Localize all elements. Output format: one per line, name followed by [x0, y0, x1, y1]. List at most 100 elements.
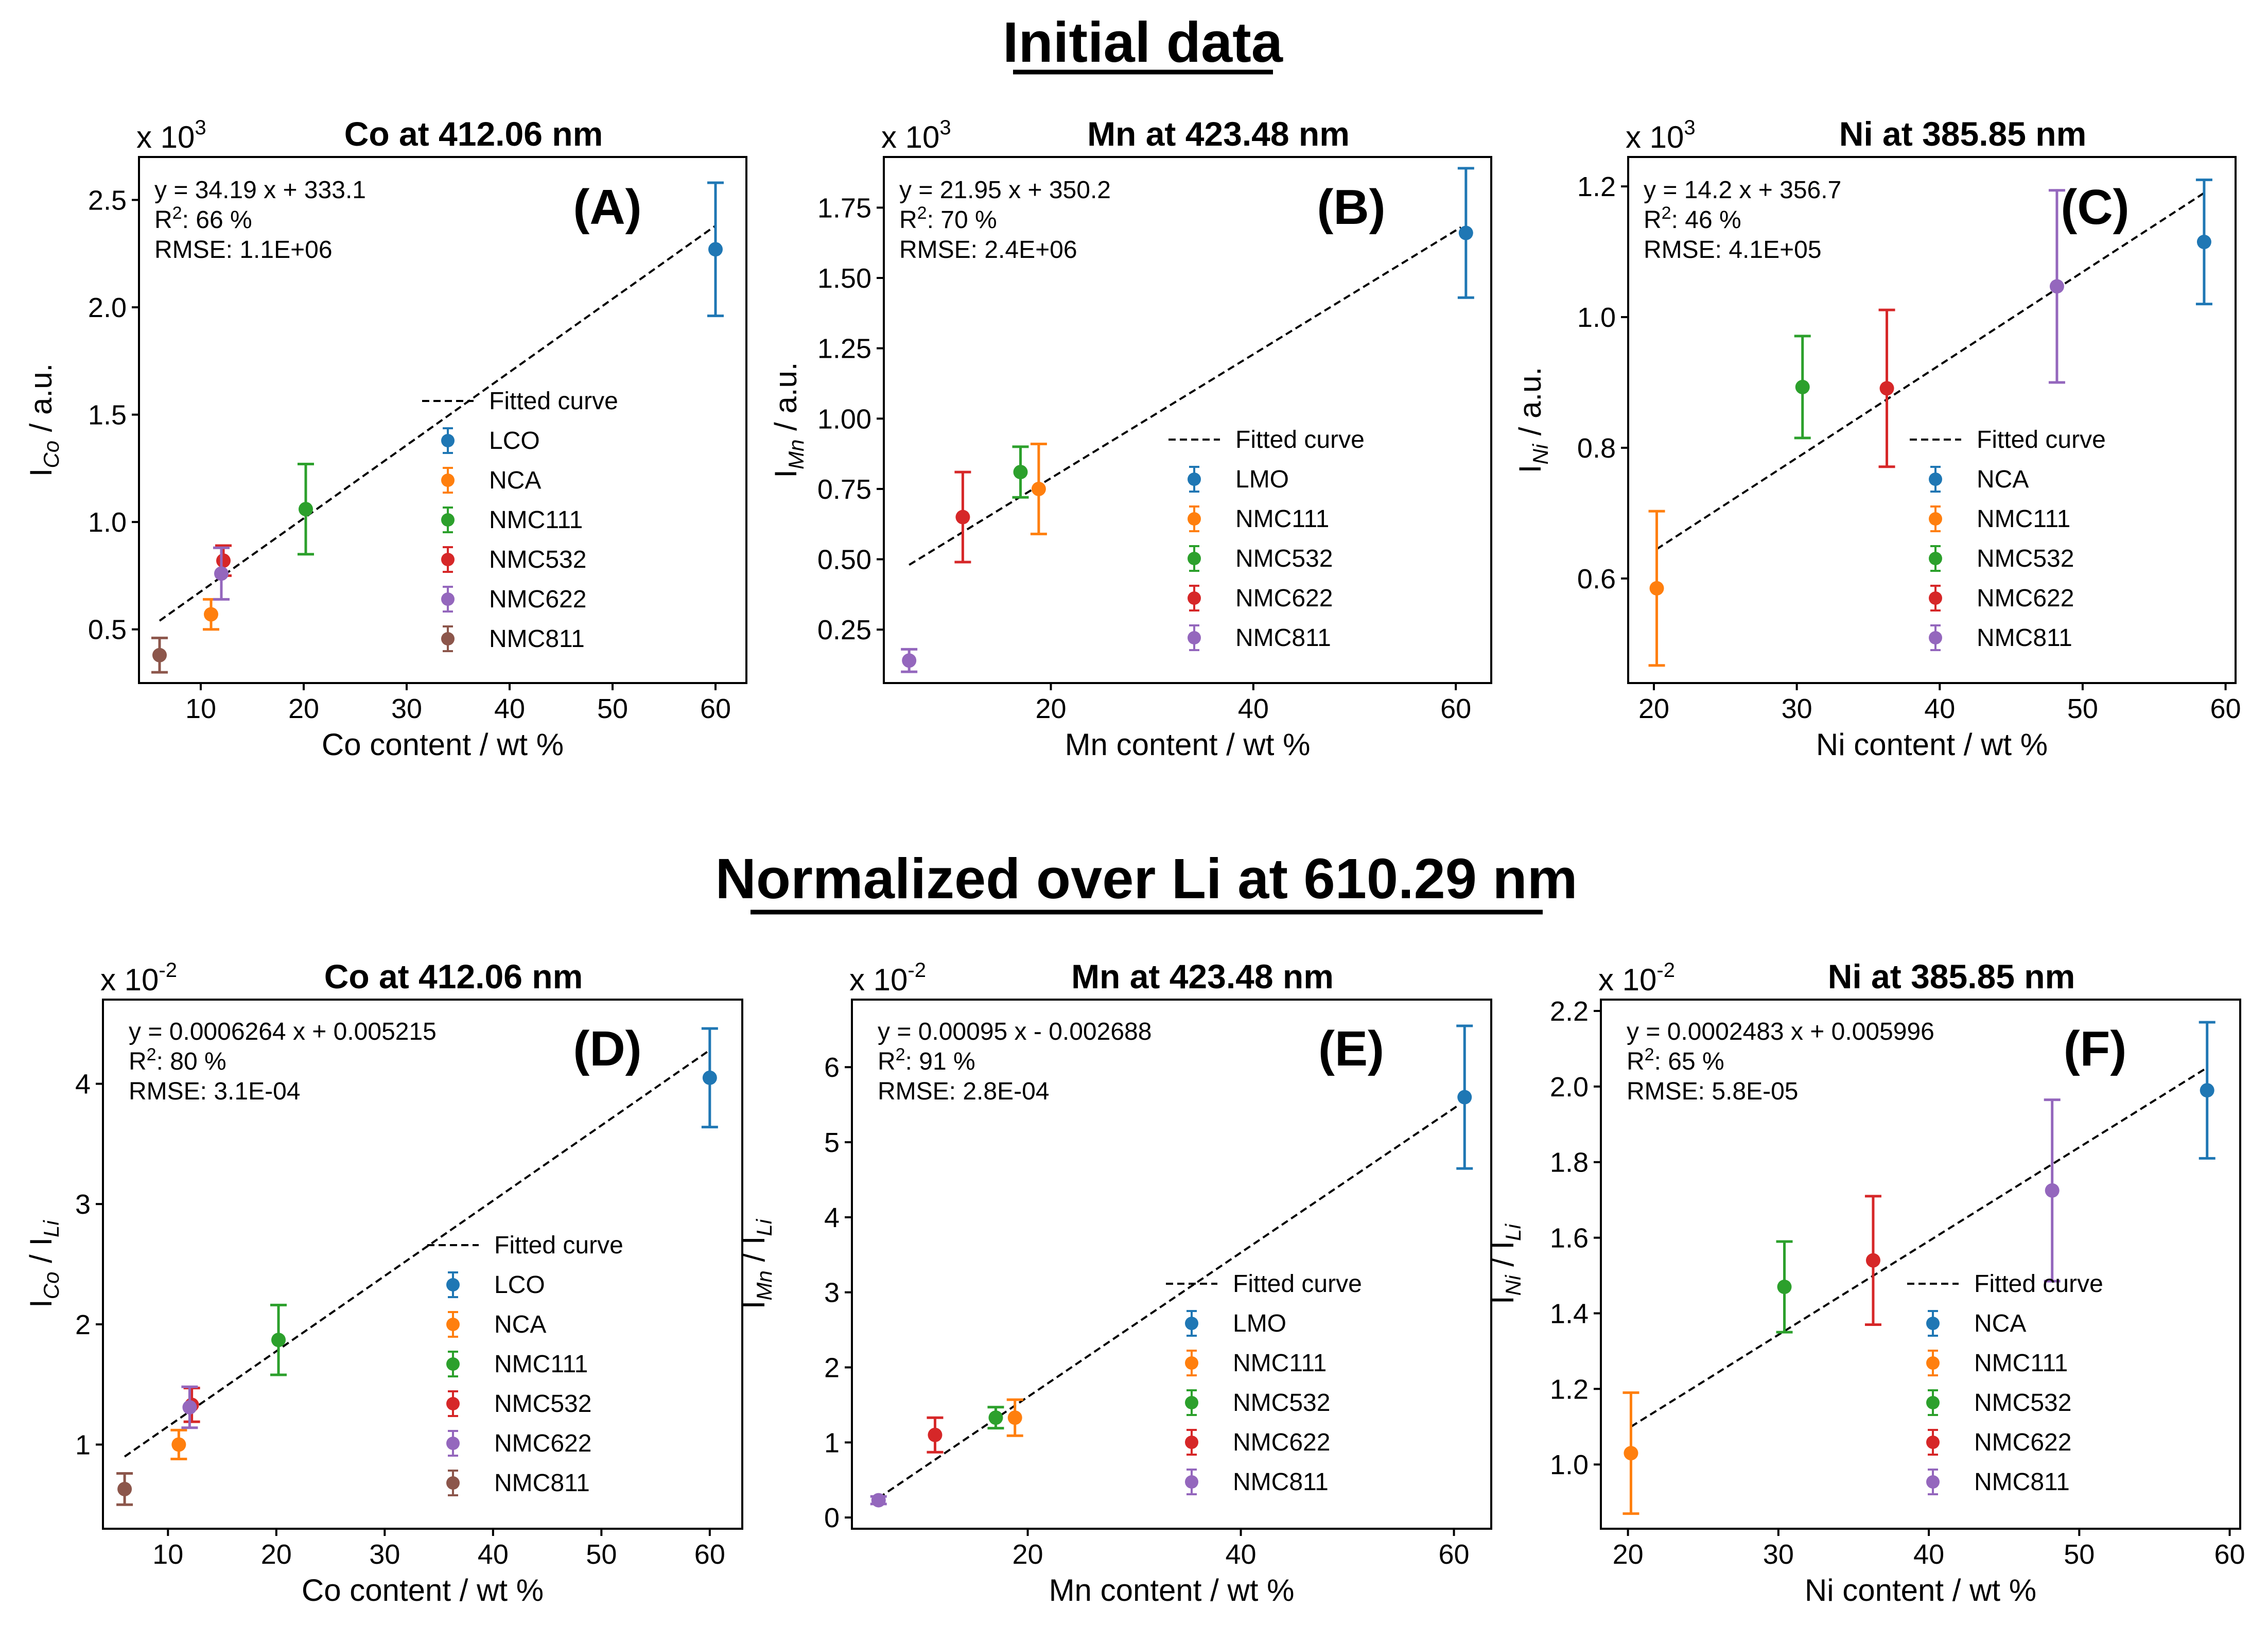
y-axis-label-subscript: Li — [39, 1219, 63, 1237]
fitted-curve-line — [878, 1104, 1460, 1499]
legend-label-lmo: LMO — [1233, 1310, 1286, 1337]
legend-fit-label: Fitted curve — [489, 388, 618, 415]
legend-swatch-marker — [446, 1318, 460, 1331]
plot-frame — [1627, 156, 2237, 684]
axis-multiplier: x 103 — [881, 116, 951, 154]
legend-swatch-marker — [1185, 1436, 1198, 1449]
x-axis-label: Mn content / wt % — [1065, 727, 1311, 762]
r-squared-label: R — [1644, 206, 1662, 234]
legend-swatch-marker — [446, 1357, 460, 1371]
legend-swatch-marker — [1929, 473, 1942, 486]
axis-multiplier-base: x 10 — [1626, 120, 1684, 154]
legend-swatch-marker — [1926, 1356, 1940, 1370]
data-point-nmc811 — [2045, 1183, 2060, 1198]
legend-fit-label: Fitted curve — [1974, 1270, 2103, 1298]
legend-swatch-marker — [1929, 552, 1942, 565]
data-point-nmc111 — [271, 1333, 286, 1348]
x-tick-label: 30 — [391, 693, 422, 724]
x-tick-label: 60 — [2210, 693, 2241, 724]
y-axis-label-tail: / I — [24, 1237, 58, 1272]
plot-frame — [102, 999, 743, 1530]
legend-fit-label: Fitted curve — [1977, 426, 2106, 453]
x-axis-label: Mn content / wt % — [1049, 1573, 1295, 1607]
axis-multiplier: x 103 — [136, 116, 206, 154]
axis-multiplier: x 10-2 — [1598, 959, 1675, 997]
legend-swatch-marker — [1188, 512, 1201, 526]
legend-swatch-marker — [446, 1278, 460, 1291]
y-axis-label-subscript: Co — [39, 1272, 63, 1300]
y-axis-label-main: I — [1513, 465, 1547, 474]
r-squared-value: : 70 % — [927, 206, 997, 234]
data-point-nmc622 — [928, 1427, 943, 1442]
y-tick-label: 0 — [824, 1502, 840, 1533]
y-axis-label-main: I — [737, 1301, 771, 1309]
x-tick-label: 60 — [1439, 1539, 1470, 1570]
r-squared-label: R — [1627, 1048, 1645, 1075]
axis-multiplier-base: x 10 — [100, 963, 159, 997]
legend-label-nmc622: NMC622 — [489, 586, 586, 613]
plot-frame — [1600, 999, 2241, 1530]
legend-swatch-marker — [1926, 1317, 1940, 1330]
legend-label-nmc111: NMC111 — [1974, 1350, 2068, 1377]
axis-multiplier-exponent: 3 — [939, 116, 951, 139]
axis-multiplier-base: x 10 — [881, 120, 939, 154]
data-point-nmc532 — [1795, 379, 1810, 394]
legend-swatch-marker — [1926, 1396, 1940, 1409]
fit-rmse: RMSE: 3.1E-04 — [129, 1078, 300, 1105]
panel-title: Ni at 385.85 nm — [1828, 957, 2075, 995]
x-tick-label: 20 — [1035, 693, 1066, 724]
legend-label-nmc111: NMC111 — [1235, 505, 1329, 533]
y-tick-label: 0.25 — [817, 615, 871, 645]
data-point-nmc622 — [182, 1400, 197, 1415]
x-tick-label: 20 — [1013, 1539, 1043, 1570]
r-squared-exponent: 2 — [147, 1045, 156, 1064]
panel-letter: (A) — [573, 180, 641, 235]
x-tick-label: 60 — [694, 1539, 725, 1570]
r-squared-label: R — [899, 206, 917, 234]
legend-fit-label: Fitted curve — [1233, 1270, 1362, 1298]
y-axis-label-subscript: Mn — [784, 440, 808, 469]
y-tick-label: 2 — [75, 1309, 91, 1340]
panel-title: Co at 412.06 nm — [324, 957, 583, 995]
y-axis-label: IMn / a.u. — [769, 362, 808, 478]
data-point-nmc532 — [1777, 1280, 1792, 1295]
panel-c: Ni at 385.85 nm x 103 20 30 40 50 60 0.6 0.8 1.0 1… — [1513, 115, 2241, 762]
x-tick-label: 50 — [586, 1539, 617, 1570]
data-point-nmc622 — [955, 510, 970, 525]
panel-title: Mn at 423.48 nm — [1087, 115, 1350, 153]
r-squared-exponent: 2 — [917, 203, 927, 223]
axis-multiplier: x 10-2 — [100, 959, 177, 997]
fit-r-squared: R2: 80 % — [129, 1045, 226, 1075]
y-axis-label-tail: / a.u. — [1513, 367, 1547, 444]
x-tick-label: 50 — [2064, 1539, 2095, 1570]
fit-equation: y = 0.0006264 x + 0.005215 — [129, 1018, 437, 1045]
y-tick-label: 0.6 — [1577, 564, 1616, 595]
y-axis-label-tail: / I — [737, 1236, 771, 1270]
data-point-nmc111 — [1031, 481, 1046, 496]
data-point-nmc811 — [117, 1481, 132, 1496]
legend-label-nca: NCA — [1977, 466, 2029, 493]
y-tick-label: 1.0 — [1577, 302, 1616, 333]
data-point-nmc622 — [214, 566, 229, 581]
y-axis-label-main: I — [769, 469, 803, 478]
y-tick-label: 1.50 — [817, 263, 871, 294]
r-squared-exponent: 2 — [1662, 203, 1671, 223]
legend-swatch-marker — [1188, 473, 1201, 486]
fit-r-squared: R2: 70 % — [899, 203, 997, 234]
y-tick-label: 3 — [75, 1189, 91, 1220]
y-axis-label: ICo / a.u. — [24, 363, 63, 477]
y-tick-label: 4 — [75, 1069, 91, 1100]
y-tick-label: 0.5 — [88, 615, 127, 645]
y-tick-label: 5 — [824, 1127, 840, 1158]
panel-letter: (B) — [1317, 180, 1385, 235]
y-tick-label: 0.8 — [1577, 433, 1616, 464]
legend-label-nmc811: NMC811 — [1974, 1469, 2070, 1496]
legend-fit-label: Fitted curve — [494, 1232, 623, 1259]
data-point-nmc111 — [299, 502, 313, 517]
r-squared-exponent: 2 — [1645, 1045, 1654, 1064]
fit-r-squared: R2: 66 % — [154, 203, 252, 234]
x-tick-label: 60 — [2214, 1539, 2245, 1570]
fit-rmse: RMSE: 2.8E-04 — [878, 1078, 1049, 1105]
legend-label-nmc111: NMC111 — [1977, 505, 2070, 533]
legend-swatch-marker — [1926, 1475, 1940, 1489]
